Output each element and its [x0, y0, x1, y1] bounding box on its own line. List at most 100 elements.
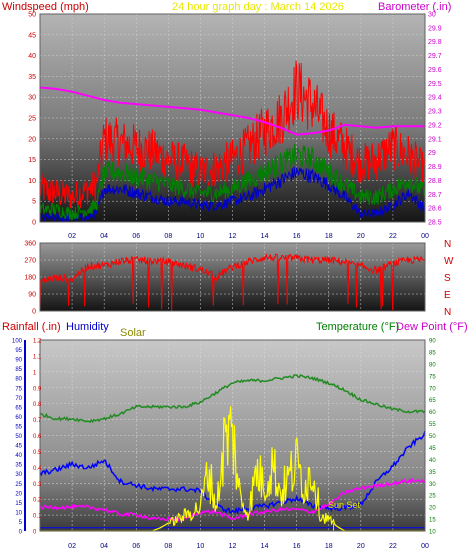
humidity-tick-label: 30: [15, 472, 22, 478]
wind-time-tick-label: 22: [389, 233, 397, 240]
rainfall-axis-title: Rainfall (.in): [2, 321, 61, 333]
temperature-tick-label: 30: [429, 482, 436, 488]
humidity-tick-label: 0: [19, 530, 23, 536]
windspeed-axis: 0 5 10 15 20 25 30 35 40 45 50: [28, 12, 36, 227]
wind-time-tick-label: 14: [261, 233, 269, 240]
wind-time-tick-label: 10: [197, 233, 205, 240]
humidity-axis-title: Humidity: [66, 321, 109, 333]
barometer-tick-label: 29.7: [428, 53, 442, 60]
sunset-label: Sun Set: [328, 500, 361, 510]
compass-label: E: [444, 290, 451, 301]
wind-time-tick-label: 16: [293, 233, 301, 240]
barometer-tick-label: 28.6: [428, 206, 442, 213]
humidity-series: [39, 430, 426, 515]
temperature-tick-label: 60: [429, 410, 436, 416]
humidity-tick-label: 40: [15, 453, 22, 459]
rainfall-tick-label: 0.8: [33, 402, 42, 408]
humidity-tick-label: 75: [15, 386, 22, 392]
temperature-tick-label: 90: [429, 339, 436, 345]
compass-label: W: [444, 256, 454, 267]
dewpoint-series: [39, 477, 426, 523]
temperature-axis: 10 15 20 25 30 35 40 45 50 55 60 65 70 75 80 85 90: [429, 339, 436, 536]
temperature-axis-title: Temperature (°F): [316, 321, 399, 333]
direction-tick-label: 0: [32, 309, 36, 316]
temperature-time-tick-label: 16: [293, 543, 301, 550]
barometer-tick-label: 28.8: [428, 178, 442, 185]
temperature-tick-label: 45: [429, 446, 436, 452]
temperature-tick-label: 10: [429, 530, 436, 536]
temperature-time-tick-label: 12: [229, 543, 237, 550]
barometer-tick-label: 28.5: [428, 220, 442, 227]
direction-series: [39, 253, 426, 311]
dewpoint-axis-title: Dew Point (°F): [396, 321, 468, 333]
windspeed-tick-label: 30: [28, 95, 36, 102]
windspeed-tick-label: 15: [28, 157, 36, 164]
wind-time-tick-label: 00: [421, 233, 429, 240]
temperature-series: [39, 374, 426, 424]
barometer-tick-label: 29.6: [428, 67, 442, 74]
rainfall-tick-label: 1.1: [33, 354, 42, 360]
wind-low-series: [39, 166, 426, 223]
rainfall-tick-label: 0.2: [33, 498, 42, 504]
rainfall-tick-label: 0: [33, 530, 37, 536]
barometer-tick-label: 29.5: [428, 81, 442, 88]
wind-time-tick-label: 02: [68, 233, 76, 240]
humidity-tick-label: 85: [15, 367, 22, 373]
direction-axis: 0 90 180 270 360: [24, 241, 36, 316]
barometer-axis-title: Barometer (.in): [378, 1, 451, 13]
temperature-panel-series: [39, 374, 426, 532]
compass-label: N: [444, 239, 451, 250]
humidity-tick-label: 35: [15, 463, 22, 469]
humidity-tick-label: 95: [15, 348, 22, 354]
temperature-time-tick-label: 06: [132, 543, 140, 550]
rainfall-tick-label: 1: [33, 370, 37, 376]
windspeed-axis-title: Windspeed (mph): [2, 1, 89, 13]
barometer-tick-label: 30: [428, 12, 436, 19]
temperature-time-tick-label: 04: [100, 543, 108, 550]
temperature-panel-frame: [39, 339, 426, 532]
wind-gust-series: [39, 60, 426, 209]
barometer-tick-label: 29: [428, 150, 436, 157]
temperature-time-tick-label: 08: [164, 543, 172, 550]
compass-label: S: [444, 273, 451, 284]
windspeed-tick-label: 0: [32, 220, 36, 227]
windspeed-tick-label: 20: [28, 136, 36, 143]
humidity-tick-label: 65: [15, 405, 22, 411]
rainfall-tick-label: 1.2: [33, 339, 42, 345]
temperature-time-tick-label: 02: [68, 543, 76, 550]
temperature-tick-label: 15: [429, 518, 436, 524]
direction-tick-label: 270: [24, 258, 36, 265]
temperature-tick-label: 40: [429, 458, 436, 464]
temperature-time-tick-label: 22: [389, 543, 397, 550]
solar-axis-title: Solar: [120, 327, 146, 339]
humidity-tick-label: 20: [15, 491, 22, 497]
rainfall-tick-label: 0.4: [33, 466, 42, 472]
temperature-tick-label: 70: [429, 386, 436, 392]
wind-average-series: [39, 143, 426, 221]
barometer-tick-label: 28.9: [428, 164, 442, 171]
wind-panel-series: [39, 60, 426, 223]
wind-time-axis: 02 04 06 08 10 12 14 16 18 20 22 00: [68, 233, 429, 240]
wind-panel-frame: [39, 13, 426, 223]
temperature-tick-label: 25: [429, 494, 436, 500]
wind-time-tick-label: 12: [229, 233, 237, 240]
humidity-tick-label: 15: [15, 501, 22, 507]
temperature-tick-label: 85: [429, 350, 436, 356]
temperature-tick-label: 35: [429, 470, 436, 476]
wind-time-tick-label: 20: [357, 233, 365, 240]
barometer-tick-label: 29.2: [428, 122, 442, 129]
temperature-tick-label: 50: [429, 434, 436, 440]
windspeed-tick-label: 50: [28, 12, 36, 19]
humidity-tick-label: 60: [15, 415, 22, 421]
rainfall-tick-label: 0.5: [33, 450, 42, 456]
temperature-tick-label: 65: [429, 398, 436, 404]
temperature-time-tick-label: 10: [197, 543, 205, 550]
direction-tick-label: 90: [28, 292, 36, 299]
humidity-tick-label: 25: [15, 482, 22, 488]
humidity-tick-label: 90: [15, 358, 22, 364]
barometer-tick-label: 29.4: [428, 95, 442, 102]
barometer-tick-label: 29.8: [428, 39, 442, 46]
rainfall-tick-label: 0.1: [33, 514, 42, 520]
